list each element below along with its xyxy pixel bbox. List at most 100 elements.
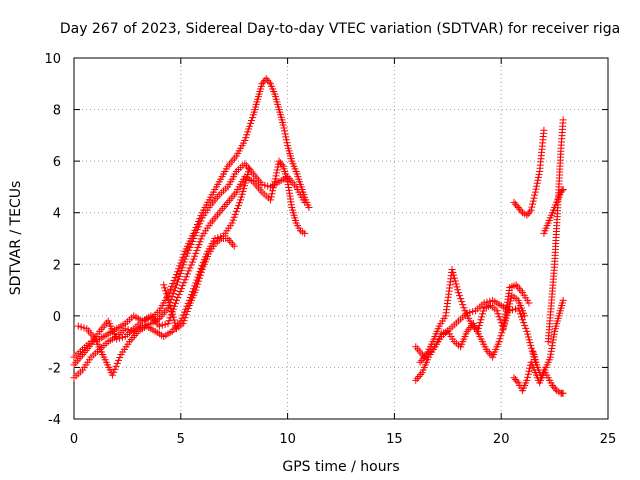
data-point (166, 314, 174, 322)
data-point (271, 178, 279, 186)
data-point (494, 310, 502, 318)
data-point (514, 283, 522, 291)
data-point (190, 255, 198, 263)
data-point (524, 373, 532, 381)
data-point (166, 285, 174, 293)
data-point (192, 249, 200, 257)
data-point (171, 274, 179, 282)
data-point (449, 268, 457, 276)
data-point (173, 278, 181, 286)
data-point (301, 229, 309, 237)
data-point (559, 296, 567, 304)
data-point (193, 221, 201, 229)
data-point (450, 274, 458, 282)
series-track (70, 157, 309, 369)
data-point (179, 253, 187, 261)
data-point (453, 283, 461, 291)
data-point (514, 204, 522, 212)
data-point (523, 211, 531, 219)
data-point (229, 240, 237, 248)
data-point (217, 233, 225, 241)
data-point (496, 335, 504, 343)
data-point (282, 136, 290, 144)
data-point (180, 279, 188, 287)
y-tick-label: 10 (44, 52, 61, 67)
data-point (195, 274, 203, 282)
data-point (483, 298, 491, 306)
data-point (194, 280, 202, 288)
x-tick-label: 20 (493, 432, 510, 447)
data-point (225, 236, 233, 244)
series-track (74, 165, 253, 379)
data-point (230, 213, 238, 221)
data-point (525, 367, 533, 375)
data-point (479, 307, 487, 315)
data-point (502, 314, 510, 322)
data-point (524, 370, 532, 378)
data-point (195, 241, 203, 249)
data-point (267, 196, 275, 204)
data-point (232, 207, 240, 215)
data-point (269, 187, 277, 195)
data-point (269, 184, 277, 192)
data-point (173, 281, 181, 289)
data-point (174, 268, 182, 276)
data-point (485, 349, 493, 357)
data-point (243, 131, 251, 139)
x-tick-label: 0 (70, 432, 78, 447)
data-point (168, 282, 176, 290)
data-point (511, 375, 519, 383)
data-point (113, 335, 121, 343)
data-point (113, 359, 121, 367)
data-point (281, 127, 289, 135)
data-point (475, 322, 483, 330)
data-point (525, 299, 533, 307)
x-tick-label: 25 (600, 432, 617, 447)
data-point (510, 374, 518, 382)
data-point (186, 264, 194, 272)
data-point (116, 353, 124, 361)
data-point (524, 210, 532, 218)
data-point (173, 271, 181, 279)
data-point (177, 259, 185, 267)
data-point (522, 324, 530, 332)
data-point (530, 194, 538, 202)
data-point (228, 219, 236, 227)
data-point (182, 273, 190, 281)
data-point (165, 317, 173, 325)
data-point (498, 329, 506, 337)
data-point (174, 275, 182, 283)
data-point (162, 290, 170, 298)
y-tick-label: 4 (53, 207, 61, 222)
data-point (261, 181, 269, 189)
data-point (469, 308, 477, 316)
series-track (160, 235, 238, 333)
data-point (190, 229, 198, 237)
data-point (448, 265, 456, 273)
data-point (180, 250, 188, 258)
data-point (559, 116, 567, 124)
data-point (108, 371, 116, 379)
data-point (548, 381, 556, 389)
data-point (268, 190, 276, 198)
data-point (234, 202, 242, 210)
data-point (276, 159, 284, 167)
data-point (529, 197, 537, 205)
grid (74, 58, 608, 419)
y-tick-label: 8 (53, 104, 61, 119)
data-point (181, 276, 189, 284)
data-point (258, 80, 266, 88)
data-point (194, 218, 202, 226)
data-point (265, 78, 273, 86)
data-point (531, 191, 539, 199)
data-point (516, 205, 524, 213)
data-point (175, 272, 183, 280)
data-point (262, 75, 270, 83)
data-point (227, 238, 235, 246)
data-point (167, 304, 175, 312)
data-point (170, 287, 178, 295)
data-point (267, 193, 275, 201)
data-point (283, 139, 291, 147)
data-point (174, 293, 182, 301)
